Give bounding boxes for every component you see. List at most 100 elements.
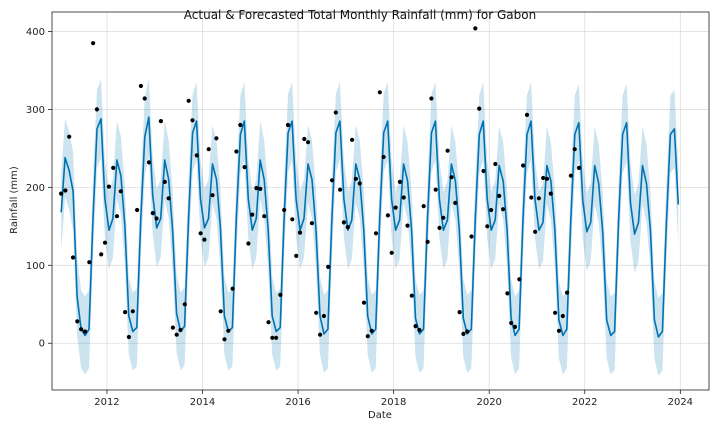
- actual-point: [262, 214, 267, 219]
- actual-point: [210, 193, 215, 198]
- actual-point: [329, 178, 335, 183]
- actual-point: [266, 320, 271, 325]
- actual-point: [114, 214, 120, 219]
- actual-point: [397, 179, 402, 184]
- actual-point: [162, 179, 167, 184]
- actual-point: [158, 119, 163, 124]
- actual-point: [565, 290, 570, 295]
- actual-point: [278, 292, 283, 297]
- x-tick-label: 2022: [572, 397, 597, 408]
- actual-point: [75, 319, 80, 324]
- actual-point: [218, 309, 223, 314]
- actual-point: [533, 229, 538, 234]
- actual-point: [111, 165, 116, 170]
- actual-point: [544, 176, 550, 181]
- actual-point: [512, 324, 518, 329]
- actual-point: [369, 328, 374, 333]
- actual-point: [154, 216, 159, 221]
- actual-point: [497, 193, 502, 198]
- actual-point: [485, 224, 490, 229]
- actual-point: [146, 160, 152, 165]
- x-tick-label: 2024: [668, 397, 693, 408]
- actual-point: [182, 302, 187, 307]
- actual-point: [529, 195, 534, 200]
- actual-point: [345, 225, 350, 230]
- actual-points-layer: [59, 26, 582, 342]
- x-tick-label: 2014: [190, 397, 215, 408]
- actual-point: [505, 291, 510, 296]
- actual-point: [290, 217, 295, 222]
- actual-point: [405, 223, 410, 228]
- actual-point: [465, 329, 470, 334]
- actual-point: [170, 325, 175, 330]
- actual-point: [333, 110, 338, 115]
- actual-point: [338, 187, 343, 192]
- actual-point: [106, 184, 111, 189]
- actual-point: [130, 309, 135, 314]
- actual-point: [389, 250, 394, 255]
- plot-frame: [51, 11, 710, 391]
- actual-point: [142, 96, 147, 101]
- actual-point: [517, 277, 522, 282]
- actual-point: [102, 240, 108, 245]
- actual-point: [453, 200, 458, 205]
- actual-point: [361, 300, 367, 305]
- actual-point: [445, 148, 450, 153]
- actual-point: [126, 334, 131, 340]
- actual-point: [501, 207, 506, 212]
- actual-point: [270, 335, 275, 340]
- actual-point: [258, 186, 263, 191]
- chart-title: Actual & Forecasted Total Monthly Rainfa…: [184, 8, 536, 22]
- y-axis: 0 100 200 300 400: [26, 27, 52, 350]
- y-tick-label: 200: [26, 183, 45, 194]
- uncertainty-band: [61, 78, 679, 376]
- actual-point: [556, 328, 562, 333]
- actual-point: [437, 225, 442, 230]
- actual-point: [306, 140, 311, 145]
- actual-point: [385, 213, 390, 218]
- actual-point: [350, 137, 355, 142]
- actual-point: [521, 163, 526, 168]
- actual-point: [473, 26, 478, 31]
- actual-point: [190, 118, 195, 123]
- actual-point: [493, 161, 498, 167]
- actual-point: [553, 310, 558, 315]
- actual-point: [138, 83, 143, 89]
- actual-point: [413, 324, 418, 329]
- actual-point: [234, 149, 239, 154]
- actual-point: [285, 122, 291, 128]
- actual-point: [560, 313, 565, 319]
- actual-point: [477, 106, 482, 111]
- actual-point: [226, 328, 231, 333]
- actual-point: [373, 231, 379, 236]
- y-tick-label: 400: [26, 27, 45, 38]
- actual-point: [274, 335, 279, 340]
- actual-point: [572, 147, 577, 152]
- actual-point: [409, 293, 414, 298]
- actual-point: [242, 165, 247, 170]
- actual-point: [150, 211, 155, 216]
- actual-point: [254, 186, 259, 191]
- x-tick-label: 2018: [381, 397, 406, 408]
- actual-point: [206, 147, 211, 152]
- actual-point: [541, 175, 546, 181]
- actual-point: [70, 255, 76, 260]
- actual-point: [202, 237, 207, 242]
- actual-point: [461, 331, 466, 336]
- actual-point: [282, 207, 287, 213]
- actual-point: [238, 122, 243, 128]
- actual-point: [469, 234, 474, 239]
- actual-point: [377, 90, 382, 95]
- actual-point: [198, 231, 203, 236]
- actual-point: [341, 220, 346, 225]
- actual-point: [63, 188, 68, 193]
- actual-point: [536, 196, 542, 201]
- forecast-line-layer: [60, 116, 680, 338]
- actual-point: [417, 327, 422, 333]
- actual-point: [401, 195, 406, 200]
- actual-point: [250, 212, 255, 217]
- actual-point: [178, 327, 183, 333]
